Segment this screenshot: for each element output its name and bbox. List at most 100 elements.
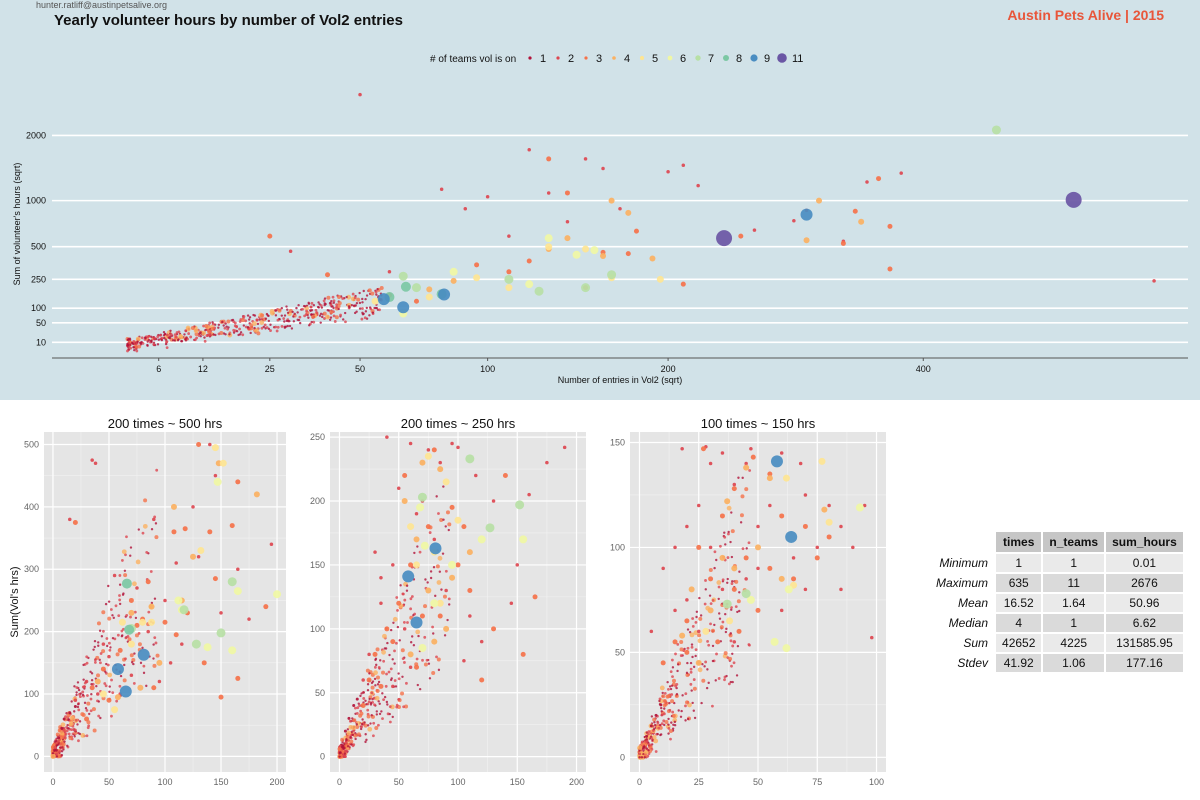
legend-key: [639, 55, 645, 61]
subplot-point: [96, 621, 101, 626]
main-point: [169, 333, 173, 336]
subplot-point: [366, 688, 370, 692]
main-point: [361, 313, 365, 316]
subplot-point: [699, 614, 703, 617]
subplot-point: [730, 555, 734, 559]
subplot-point: [410, 595, 414, 598]
subplot-point: [85, 709, 89, 712]
subplot-point: [670, 699, 675, 704]
subplot-point: [67, 727, 70, 730]
main-point: [240, 318, 245, 323]
subplot-point: [128, 609, 135, 616]
subplot-point: [75, 691, 78, 694]
main-x-tick-label: 200: [661, 364, 676, 374]
subplot-point: [370, 691, 374, 695]
subplot-point: [68, 736, 73, 741]
subplot-point: [562, 445, 567, 450]
subplot-point: [417, 492, 427, 502]
subplot-point: [398, 639, 401, 642]
subplot-point: [718, 612, 721, 615]
summary-stats-table: times n_teams sum_hours Minimum 1 1 0.01…: [927, 530, 1185, 674]
subplot-point: [674, 652, 677, 656]
main-point: [341, 297, 345, 300]
main-point: [323, 303, 326, 307]
subplot-point: [129, 554, 132, 557]
subplot-point: [695, 615, 698, 619]
subplot-point: [374, 695, 380, 701]
subplot-point: [75, 693, 78, 697]
subplot-y-tick-label: 100: [610, 542, 625, 552]
subplot-point: [640, 756, 644, 759]
subplot-point: [383, 695, 387, 699]
subplot-point: [677, 709, 680, 712]
subplot-point: [376, 683, 380, 686]
subplot-point: [409, 641, 413, 644]
main-y-axis-label: Sum of volunteer's hours (sqrt): [12, 163, 22, 286]
subplot-point: [358, 734, 362, 738]
subplot-point: [650, 737, 654, 740]
subplot-point: [509, 601, 514, 606]
subplot-point: [645, 738, 648, 741]
subplot-point: [685, 671, 689, 675]
subplot-point: [726, 577, 729, 581]
subplot-point: [68, 721, 74, 726]
main-point: [325, 314, 330, 320]
main-point: [545, 243, 553, 251]
main-point: [329, 310, 334, 315]
stats-cell: 4225: [1041, 632, 1107, 654]
main-point: [358, 92, 362, 97]
main-point: [398, 271, 408, 281]
subplot-point: [719, 625, 724, 630]
main-point: [238, 333, 242, 336]
subplot-point: [375, 663, 378, 667]
subplot-point: [118, 602, 122, 606]
subplot-point: [643, 756, 646, 759]
main-point: [163, 336, 166, 340]
subplot-point: [111, 663, 124, 676]
subplot-point: [148, 603, 155, 610]
main-point: [411, 283, 421, 293]
subplot-point: [731, 680, 734, 684]
subplot-point: [54, 748, 58, 752]
main-point: [199, 331, 202, 334]
stats-row-label: Stdev: [927, 652, 997, 674]
subplot-point: [708, 576, 714, 582]
subplot-point: [437, 668, 441, 672]
subplot-point: [413, 561, 421, 569]
main-point: [368, 314, 371, 317]
main-point: [887, 223, 893, 229]
legend-key: [612, 56, 616, 60]
subplot-point: [76, 681, 80, 684]
subplot-point: [343, 742, 346, 746]
subplot-point: [375, 713, 379, 716]
subplot-point: [645, 740, 649, 744]
main-point: [876, 176, 882, 182]
subplot-point: [374, 684, 377, 687]
subplot-point: [652, 727, 656, 731]
main-point: [228, 333, 231, 336]
subplot-point: [686, 661, 689, 665]
subplot-point: [367, 652, 371, 657]
subplot-point: [654, 713, 658, 717]
main-point: [332, 301, 336, 304]
subplot-point: [652, 717, 657, 722]
subplot-point: [107, 672, 113, 678]
subplot-point: [726, 617, 734, 625]
subplot-x-tick-label: 25: [694, 777, 704, 787]
subplot-point: [671, 675, 674, 679]
subplot-point: [92, 728, 97, 733]
main-point: [546, 156, 552, 162]
subplot-point: [697, 638, 703, 644]
subplot-point: [73, 698, 78, 703]
subplot-point: [491, 626, 497, 632]
subplot-point: [703, 602, 707, 606]
stats-cell: 2676: [1104, 572, 1185, 594]
subplot-point: [366, 677, 372, 683]
subplot-point: [211, 444, 219, 452]
main-point: [208, 333, 212, 337]
subplot-point: [74, 728, 77, 732]
main-point: [322, 311, 327, 316]
subplot-point: [647, 730, 651, 733]
main-point: [187, 332, 191, 335]
